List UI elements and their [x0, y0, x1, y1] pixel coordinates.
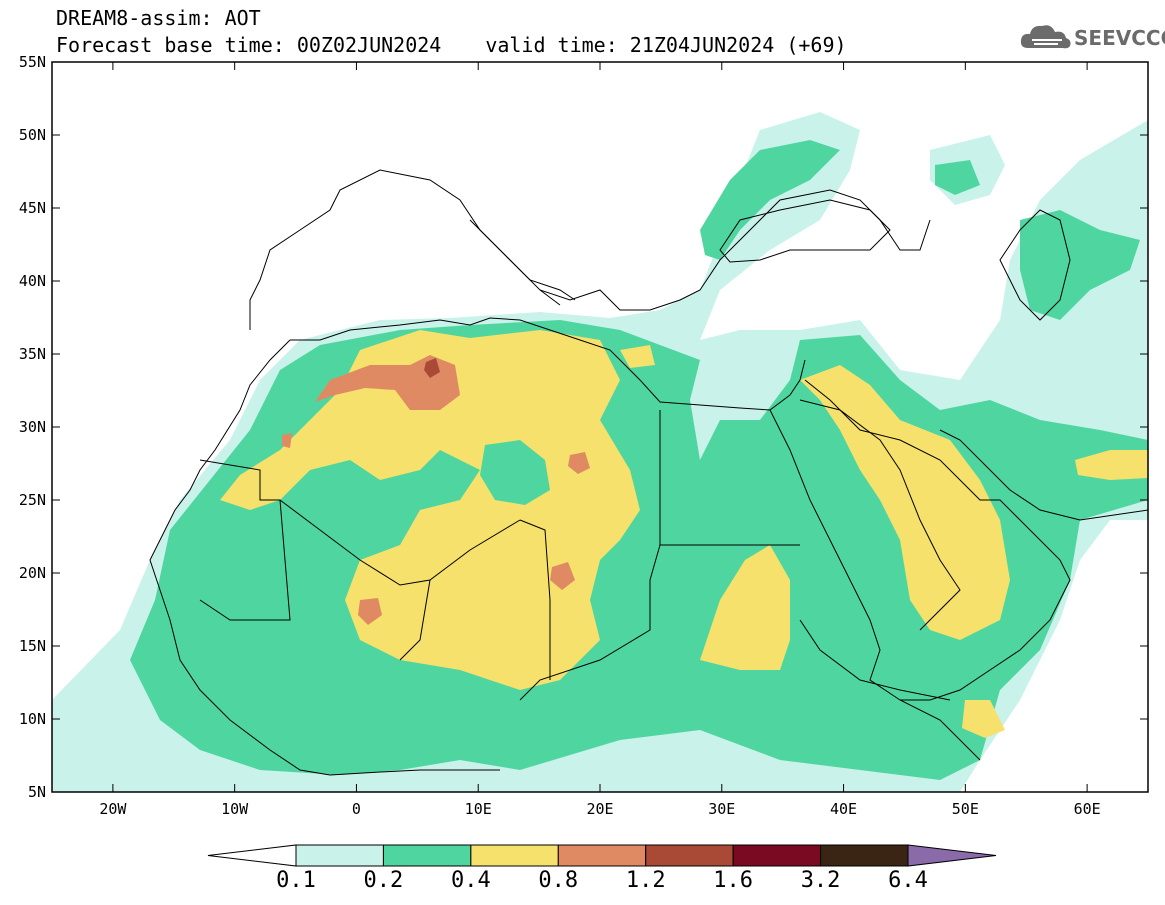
coastline-europe	[249, 169, 931, 330]
aot-contour-0.8c	[550, 562, 575, 590]
lat-label: 5N	[28, 783, 46, 801]
colorbar-arrow-high	[907, 844, 997, 867]
lat-label: 20N	[19, 564, 46, 582]
aot-contour-0.8	[315, 355, 460, 410]
longitude-axis: 20W 10W 0 10E 20E 30E 40E 50E 60E	[99, 62, 1101, 818]
aot-contour-0.4c	[800, 365, 1010, 640]
coastline-north-africa	[290, 317, 806, 411]
lon-label: 60E	[1074, 800, 1101, 818]
lat-label: 50N	[19, 126, 46, 144]
border-saudi	[799, 399, 961, 631]
colorbar-level-label: 0.8	[538, 868, 579, 893]
aot-contour-0.4d	[620, 345, 655, 368]
colorbar-level-label: 1.2	[625, 868, 666, 893]
lat-label: 55N	[19, 53, 46, 71]
aot-contour-0.8b	[358, 598, 382, 625]
lat-label: 30N	[19, 418, 46, 436]
coastline-arabia	[804, 379, 1071, 701]
lat-label: 35N	[19, 345, 46, 363]
logo-text: SEEVCCC	[1074, 26, 1165, 50]
aot-contour-0.4f	[1075, 450, 1148, 480]
aot-contour-0.2c	[1020, 210, 1140, 320]
aot-contour-0.4e	[962, 700, 1005, 738]
lon-label: 40E	[830, 800, 857, 818]
colorbar-level-label: 0.1	[276, 868, 316, 893]
colorbar	[207, 844, 997, 867]
aot-contour-0.8d	[568, 452, 590, 474]
coastline-black-sea	[719, 199, 891, 263]
time-info: Forecast base time: 00Z02JUN2024 valid ti…	[56, 34, 847, 56]
colorbar-level-label: 6.4	[888, 868, 928, 893]
coastline-west-africa	[149, 339, 500, 776]
colorbar-level-label: 0.2	[363, 868, 404, 893]
colorbar-level-label: 0.4	[450, 868, 491, 893]
coastline-red-sea	[769, 409, 981, 761]
border-ethiopia	[799, 619, 951, 701]
colorbar-arrow-low	[207, 844, 297, 867]
colorbar-segment	[557, 844, 647, 867]
lon-label: 10W	[221, 800, 249, 818]
border-niger-chad	[399, 519, 551, 680]
cloud-icon	[1020, 25, 1071, 49]
aot-contour-0.2b	[700, 140, 840, 260]
colorbar-segment	[645, 844, 734, 867]
colorbar-level-label: 3.2	[800, 868, 841, 893]
lon-label: 50E	[952, 800, 979, 818]
seevccc-logo: SEEVCCC	[1018, 20, 1165, 56]
border-algeria-mali	[279, 499, 521, 586]
coastlines-borders	[149, 169, 1148, 776]
lon-label: 30E	[708, 800, 735, 818]
valid-time: valid time: 21Z04JUN2024 (+69)	[485, 33, 847, 57]
latitude-axis: 55N 50N 45N 40N 35N 30N 25N 20N 15N 10N 5N	[19, 53, 1148, 801]
colorbar-level-label: 1.6	[713, 868, 754, 893]
colorbar-segment	[820, 844, 909, 867]
lon-label: 20W	[99, 800, 127, 818]
border-mauritania	[199, 459, 291, 621]
colorbar-segment	[382, 844, 472, 867]
border-sudan	[519, 544, 661, 701]
lat-label: 40N	[19, 272, 46, 290]
colorbar-segment	[470, 844, 559, 867]
coastline-caspian	[999, 209, 1071, 321]
lon-label: 10E	[465, 800, 492, 818]
lon-label: 20E	[586, 800, 613, 818]
lat-label: 10N	[19, 710, 46, 728]
aot-field	[52, 112, 1148, 792]
coastline-persian-gulf	[939, 429, 1148, 521]
forecast-base-time: Forecast base time: 00Z02JUN2024	[56, 33, 442, 57]
lat-label: 45N	[19, 199, 46, 217]
chart-title: DREAM8-assim: AOT	[56, 6, 261, 30]
colorbar-segment	[295, 844, 384, 867]
aot-contour-0.2e	[480, 440, 550, 505]
aot-contour-1.2	[424, 358, 440, 378]
coastline-italy	[469, 219, 576, 306]
lat-label: 25N	[19, 491, 46, 509]
aot-contour-0.4b	[700, 545, 790, 670]
colorbar-segment	[732, 844, 822, 867]
aot-contour-0.4	[220, 330, 640, 690]
lon-label: 0	[352, 800, 361, 818]
aot-contour-0.2d	[935, 160, 980, 195]
aot-contour-0.8e	[282, 433, 292, 448]
lat-label: 15N	[19, 637, 46, 655]
